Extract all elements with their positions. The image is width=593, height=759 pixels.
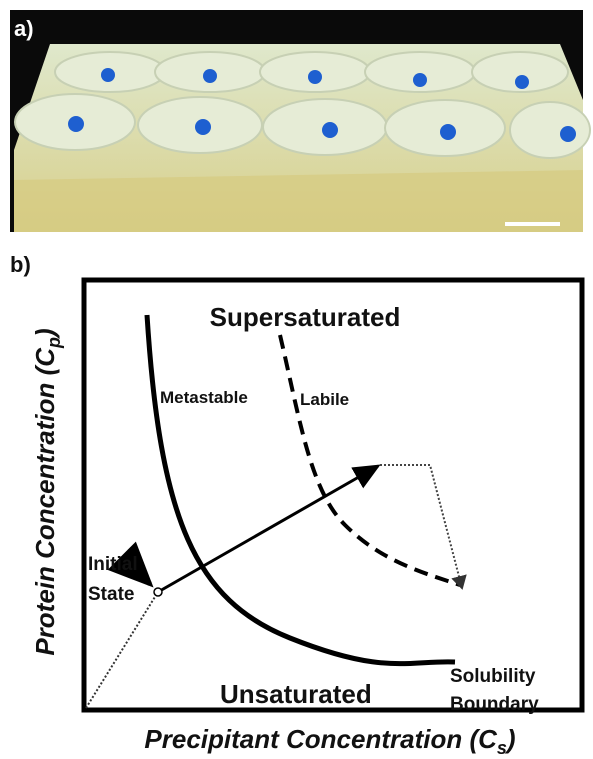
- dotted-path: [85, 591, 159, 709]
- dotted-path: [380, 464, 467, 590]
- pointer-arrow: [107, 541, 154, 588]
- panel-label: b): [10, 252, 31, 277]
- photo: [10, 10, 591, 232]
- initial-point: [153, 587, 163, 597]
- panel-label: a): [14, 16, 34, 41]
- annotation: Boundary: [450, 694, 539, 715]
- region-label: Unsaturated: [220, 679, 372, 709]
- annotation: State: [88, 584, 134, 605]
- plot-frame: [81, 277, 585, 713]
- region-label: Labile: [300, 390, 349, 409]
- region-label: Metastable: [160, 388, 248, 407]
- y-axis-label: Protein Concentration (Cp): [30, 328, 64, 655]
- annotation: Initial: [88, 554, 138, 575]
- x-axis-label: Precipitant Concentration (Cs): [144, 724, 515, 758]
- arrow: [157, 464, 381, 594]
- annotation: Solubility: [450, 666, 536, 687]
- supersolubility-curve: [278, 334, 461, 587]
- solubility-curve: [144, 314, 456, 667]
- region-label: Supersaturated: [210, 302, 401, 332]
